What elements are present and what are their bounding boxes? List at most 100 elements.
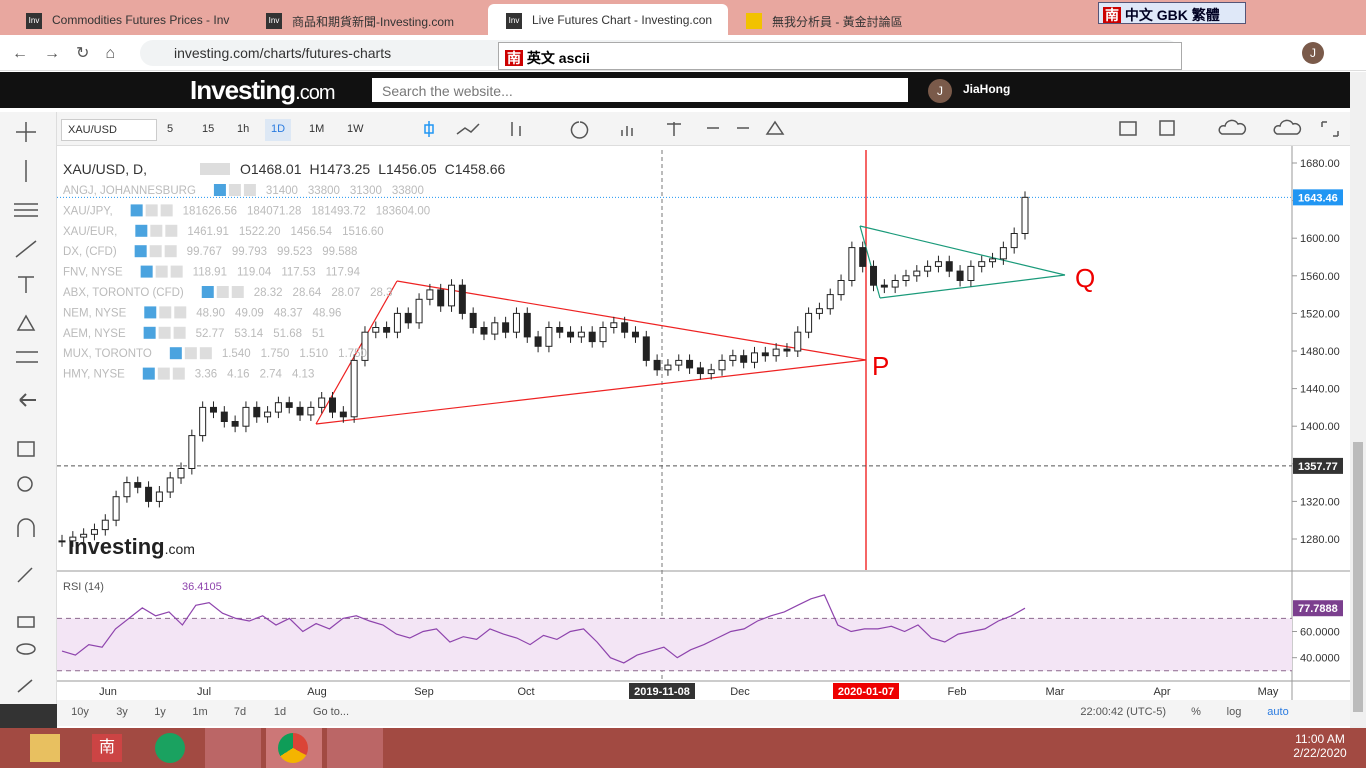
candle	[967, 265, 975, 281]
candle	[339, 411, 347, 418]
candle	[707, 369, 715, 375]
profile[interactable]: J	[1302, 42, 1324, 64]
candle	[729, 355, 737, 361]
compare-value: 1.750	[338, 348, 367, 360]
scrollbar[interactable]	[1350, 72, 1366, 728]
interval-button[interactable]: 1D	[265, 119, 292, 141]
app-icon[interactable]: 南	[92, 734, 122, 762]
rsi-line	[61, 594, 1026, 664]
interval-button[interactable]: 5	[167, 123, 174, 135]
range-button[interactable]: 7d	[234, 706, 246, 718]
ime-text: 中文 GBK 繁體	[1124, 7, 1220, 23]
scale-option[interactable]: %	[1191, 706, 1201, 718]
trend-line	[315, 359, 867, 425]
interval-button[interactable]: 1M	[309, 123, 325, 135]
tab[interactable]: 無我分析員 - 黃金討論區	[728, 4, 968, 35]
app-icon[interactable]	[205, 728, 261, 768]
username[interactable]: JiaHong	[963, 82, 1011, 96]
tab-strip: Inv Commodities Futures Prices - Inv Inv 商…	[0, 0, 1366, 35]
compare-value: 31300	[350, 185, 382, 197]
candle	[805, 312, 813, 333]
price-label: 1320.00	[1300, 496, 1340, 508]
compare-value: 1.510	[299, 348, 328, 360]
compare-value: 48.37	[274, 307, 303, 319]
compare-value: 1456.54	[290, 226, 332, 238]
candle	[177, 468, 185, 479]
time-label: Dec	[730, 686, 750, 698]
tab[interactable]: Inv Commodities Futures Prices - Inv	[8, 4, 248, 35]
candle	[534, 336, 542, 347]
interval-button[interactable]: 15	[202, 123, 215, 135]
avatar[interactable]: J	[928, 79, 952, 103]
ime-badge: 南	[1103, 7, 1121, 23]
candle	[307, 406, 315, 416]
ohlc-value: H1473.25	[310, 161, 371, 177]
compare-icon	[130, 204, 143, 217]
nav-buttons[interactable]: ←→↻⌂	[12, 45, 132, 62]
candle	[1021, 196, 1029, 234]
range-button[interactable]: 10y	[71, 706, 89, 718]
ime-indicator[interactable]: 南 中文 GBK 繁體	[1098, 2, 1246, 24]
candle	[934, 261, 942, 267]
compare-value: 52.77	[196, 328, 225, 340]
candle	[837, 280, 845, 296]
app-icon[interactable]	[266, 728, 322, 768]
compare-name: HMY, NYSE	[63, 369, 125, 381]
compare-value: 48.90	[196, 307, 225, 319]
candle	[361, 331, 369, 361]
interval-button[interactable]: 1W	[347, 123, 364, 135]
candle	[631, 331, 639, 338]
candle	[80, 533, 88, 538]
candle	[902, 275, 910, 281]
tab-title: Live Futures Chart - Investing.con	[532, 13, 713, 27]
app-icon[interactable]	[327, 728, 383, 768]
compare-value: 99.793	[232, 246, 267, 258]
search-box[interactable]: Search the website...	[372, 78, 908, 102]
app-icon[interactable]	[30, 734, 60, 762]
range-button[interactable]: 1d	[274, 706, 286, 718]
clock[interactable]: 11:00 AM 2/22/2020	[1290, 732, 1350, 760]
range-button[interactable]: 3y	[116, 706, 128, 718]
price-label: 1440.00	[1300, 384, 1340, 396]
scale-option[interactable]: log	[1227, 706, 1242, 718]
compare-value: 28.32	[254, 287, 283, 299]
compare-value: 99.588	[322, 246, 357, 258]
candle	[794, 331, 802, 352]
tab[interactable]: Inv Live Futures Chart - Investing.con	[488, 4, 728, 35]
candle	[761, 352, 769, 357]
compare-value: 1.540	[222, 348, 251, 360]
compare-icon	[134, 245, 147, 258]
scale-option[interactable]: auto	[1267, 706, 1288, 718]
compare-name: ANGJ, JOHANNESBURG	[63, 185, 196, 197]
candle	[826, 294, 834, 310]
collapse[interactable]	[0, 704, 57, 728]
time-label: 2020-01-07	[838, 686, 894, 698]
symbol-input[interactable]: XAU/USD	[61, 119, 157, 141]
scroll-thumb[interactable]	[1353, 442, 1363, 712]
compare-value: 183604.00	[376, 205, 430, 217]
interval-button[interactable]: 1h	[237, 123, 250, 135]
compare-icon	[231, 286, 244, 298]
candle	[253, 406, 261, 418]
range-button[interactable]: Go to...	[313, 706, 349, 718]
compare-icon	[184, 347, 197, 360]
compare-icon	[157, 367, 170, 380]
candle	[90, 529, 98, 535]
candle	[491, 322, 499, 335]
candle	[199, 406, 207, 437]
range-button[interactable]: 1y	[154, 706, 166, 718]
candle	[209, 406, 217, 413]
logo[interactable]: Investing.com	[190, 75, 335, 106]
range-button[interactable]: 1m	[192, 706, 207, 718]
candle	[123, 482, 131, 498]
candle	[848, 247, 856, 282]
compare-value: 53.14	[234, 328, 263, 340]
candle	[383, 327, 391, 333]
ime-mode: 英文 ascii	[526, 50, 590, 66]
tab-title: 無我分析員 - 黃金討論區	[772, 15, 903, 29]
app-icon[interactable]	[155, 733, 185, 763]
tab[interactable]: Inv 商品和期貨新聞-Investing.com	[248, 4, 488, 35]
compare-value: 1516.60	[342, 226, 384, 238]
compare-value: 33800	[308, 185, 340, 197]
candle	[426, 289, 434, 300]
